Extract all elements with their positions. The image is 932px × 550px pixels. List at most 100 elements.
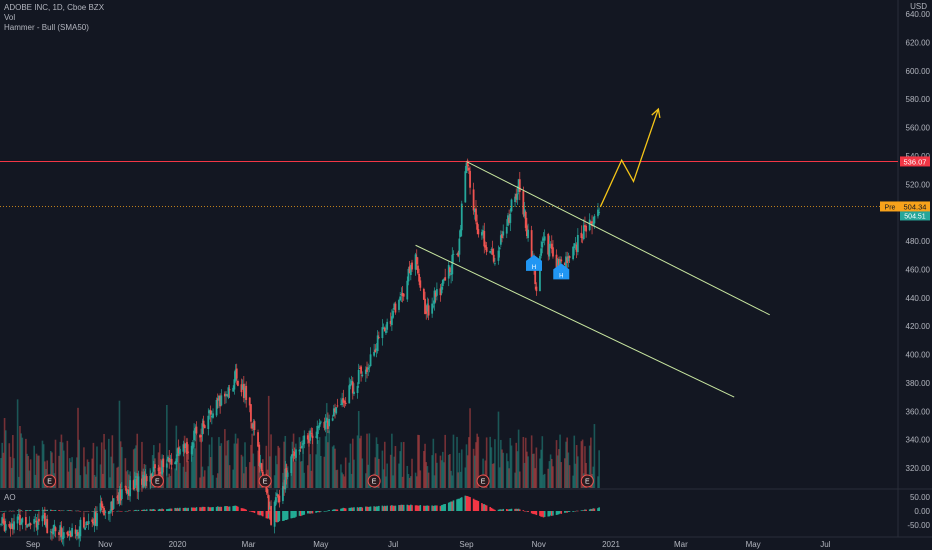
legend-indicator[interactable]: Hammer - Bull (SMA50) [4, 23, 89, 32]
ao-bar [161, 508, 163, 511]
candle-body [220, 395, 223, 406]
ao-bar [328, 510, 330, 511]
ao-pane-title[interactable]: AO [4, 493, 16, 502]
volume-bar [283, 441, 285, 488]
volume-bar [190, 450, 193, 488]
volume-bar [450, 470, 452, 488]
candle-body [457, 252, 460, 257]
volume-bar [574, 463, 577, 488]
ao-bar [117, 510, 120, 512]
candle-body [458, 238, 461, 255]
candle-body [585, 225, 588, 232]
ao-bar [257, 511, 259, 515]
volume-bar [226, 440, 229, 488]
ao-bar [433, 505, 436, 511]
earnings-marker-circle [476, 474, 490, 488]
ao-bar [310, 511, 313, 514]
volume-bar [367, 464, 369, 488]
time-tick-label: Nov [98, 540, 112, 549]
volume-bar [368, 433, 371, 488]
ao-bar [77, 510, 79, 512]
candle-body [356, 386, 359, 394]
volume-bar [517, 429, 520, 488]
ao-bar [275, 511, 277, 522]
earnings-marker-circle [150, 474, 164, 488]
volume-bar [67, 471, 70, 488]
ao-bar [402, 504, 405, 511]
candle-body [392, 310, 394, 318]
ao-bar [507, 509, 509, 511]
ao-bar [192, 507, 194, 511]
candle-body [111, 501, 114, 510]
ao-bar [265, 511, 268, 519]
ao-bar [208, 507, 211, 511]
volume-bar [126, 470, 129, 488]
ao-bar [374, 506, 377, 511]
candle-body [548, 243, 551, 257]
earnings-marker-circle [43, 474, 57, 488]
candle-body [158, 472, 161, 474]
ao-bar [518, 509, 521, 511]
candle-body [194, 428, 197, 434]
candle-body [390, 316, 393, 326]
candle-body [215, 400, 218, 416]
candle-body [87, 521, 90, 525]
candle-body [212, 413, 214, 418]
volume-bar [306, 465, 309, 488]
candle-body [51, 532, 53, 534]
candle-body [175, 458, 178, 465]
ao-bar [145, 509, 148, 511]
volume-bar [207, 466, 210, 488]
ao-bar [79, 511, 82, 512]
candle-body [234, 369, 237, 381]
ao-bar [450, 501, 452, 511]
candle-body [589, 222, 592, 223]
legend-volume[interactable]: Vol [4, 13, 16, 22]
volume-bar [201, 466, 204, 488]
candle-body [415, 256, 418, 265]
candle-body [107, 511, 110, 515]
ao-bar [582, 510, 585, 511]
ao-bar [457, 498, 460, 511]
volume-bar [251, 433, 253, 488]
candle-body [116, 496, 118, 498]
ao-bar [283, 511, 285, 521]
close-price-tag [900, 211, 930, 221]
ao-bar [244, 509, 246, 511]
ao-bar [207, 506, 210, 511]
legend-symbol[interactable]: ADOBE INC, 1D, Cboe BZX [4, 3, 105, 12]
candle-body [27, 524, 30, 526]
ao-bar [33, 510, 35, 511]
candle-body [28, 522, 31, 526]
volume-bar [365, 473, 367, 488]
ao-bar [514, 508, 516, 511]
candle-body [368, 366, 371, 368]
ao-bar [66, 510, 69, 511]
ao-bar [509, 509, 512, 511]
candle-body [109, 512, 111, 514]
price-tick-label: 600.00 [906, 67, 931, 76]
ao-bar [401, 504, 404, 511]
candle-body [406, 280, 409, 300]
candle-body [210, 415, 213, 418]
candle-body [136, 478, 139, 491]
ao-bar [201, 506, 204, 511]
volume-bar [193, 443, 195, 488]
candle-body [517, 179, 520, 192]
ao-bar [386, 505, 388, 511]
candle-body [343, 401, 346, 403]
ao-bar [252, 511, 255, 513]
candle-body [466, 160, 469, 167]
volume-bar [451, 475, 454, 488]
candle-body [92, 521, 95, 524]
ao-bar [443, 504, 445, 511]
candle-body [440, 286, 443, 294]
volume-bar [92, 442, 95, 488]
volume-bar [348, 462, 351, 488]
ao-bar [176, 507, 179, 511]
ao-bar [424, 505, 426, 511]
ao-bar [177, 508, 180, 511]
volume-bar [13, 458, 15, 488]
volume-bar [581, 439, 584, 488]
